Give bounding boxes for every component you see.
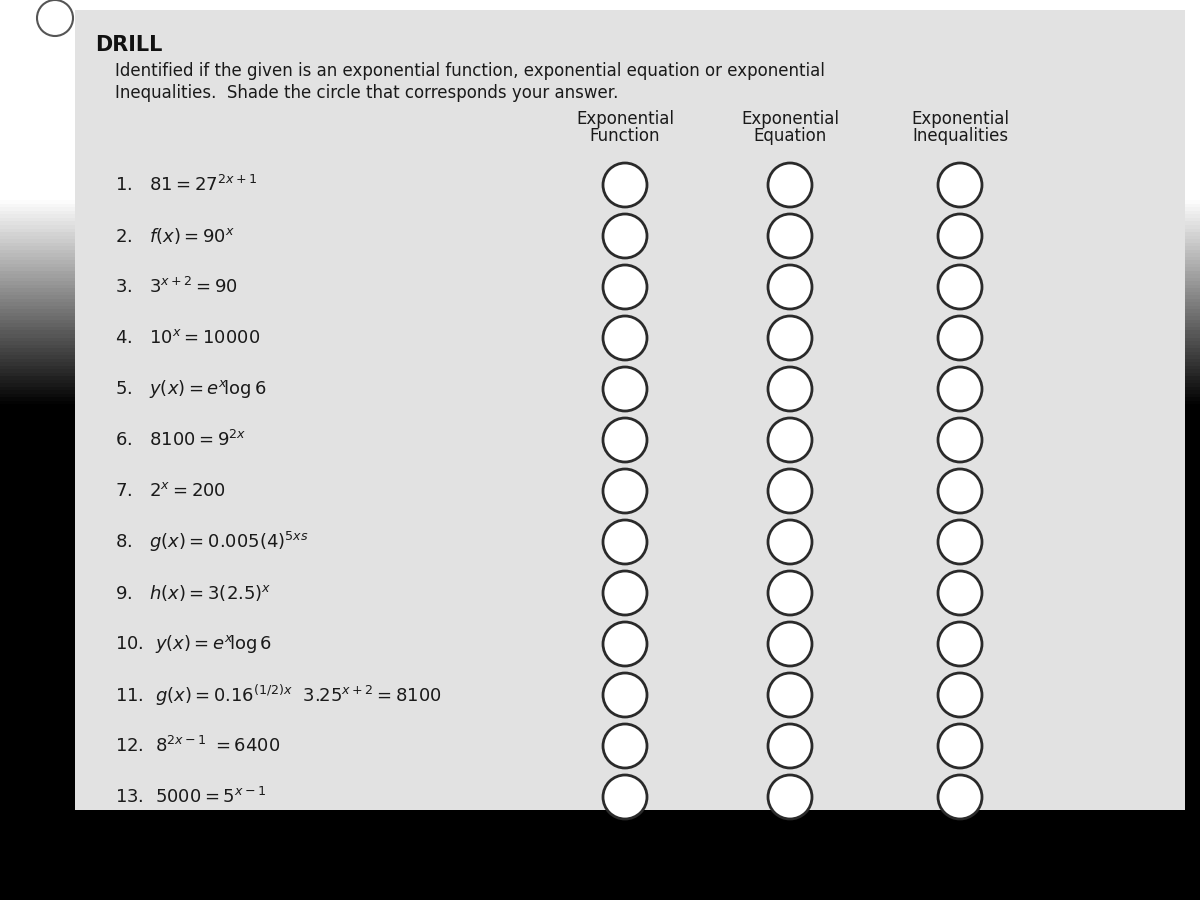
Text: DRILL: DRILL	[95, 35, 162, 55]
Ellipse shape	[604, 571, 647, 615]
Ellipse shape	[768, 214, 812, 258]
Ellipse shape	[604, 418, 647, 462]
Ellipse shape	[768, 775, 812, 819]
Ellipse shape	[938, 673, 982, 717]
Text: 12.  $8^{2x-1}$ $=6400$: 12. $8^{2x-1}$ $=6400$	[115, 736, 281, 756]
Text: 2.   $f(x) = 90^{x}$: 2. $f(x) = 90^{x}$	[115, 226, 235, 246]
Ellipse shape	[938, 214, 982, 258]
Ellipse shape	[768, 367, 812, 411]
Ellipse shape	[604, 622, 647, 666]
Text: 10.  $y(x) = e^{x}\!\log6$: 10. $y(x) = e^{x}\!\log6$	[115, 633, 272, 655]
Ellipse shape	[768, 724, 812, 768]
Ellipse shape	[604, 520, 647, 564]
Text: Exponential: Exponential	[742, 110, 839, 128]
Text: Exponential: Exponential	[576, 110, 674, 128]
Ellipse shape	[938, 724, 982, 768]
Ellipse shape	[938, 520, 982, 564]
Ellipse shape	[938, 775, 982, 819]
Text: 7.   $2^{x} = 200$: 7. $2^{x} = 200$	[115, 482, 226, 500]
Ellipse shape	[604, 673, 647, 717]
Text: 13.  $5000 = 5^{x-1}$: 13. $5000 = 5^{x-1}$	[115, 787, 266, 807]
Ellipse shape	[938, 418, 982, 462]
Ellipse shape	[768, 316, 812, 360]
Ellipse shape	[938, 571, 982, 615]
Text: 3.   $3^{x+2} = 90$: 3. $3^{x+2} = 90$	[115, 277, 238, 297]
Ellipse shape	[768, 265, 812, 309]
Ellipse shape	[768, 469, 812, 513]
Circle shape	[37, 0, 73, 36]
Ellipse shape	[604, 367, 647, 411]
Text: Inequalities.  Shade the circle that corresponds your answer.: Inequalities. Shade the circle that corr…	[115, 84, 618, 102]
Text: 9.   $h(x) = 3(2.5)^{x}$: 9. $h(x) = 3(2.5)^{x}$	[115, 583, 271, 603]
Ellipse shape	[604, 724, 647, 768]
Ellipse shape	[768, 622, 812, 666]
Text: 1.   $81 = 27^{2x+1}$: 1. $81 = 27^{2x+1}$	[115, 175, 257, 195]
Ellipse shape	[938, 316, 982, 360]
Ellipse shape	[768, 520, 812, 564]
Ellipse shape	[938, 367, 982, 411]
Text: Exponential: Exponential	[911, 110, 1009, 128]
Ellipse shape	[768, 571, 812, 615]
Text: Function: Function	[589, 127, 660, 145]
Text: 4.   $10^{x} = 10000$: 4. $10^{x} = 10000$	[115, 329, 260, 347]
Ellipse shape	[768, 163, 812, 207]
Ellipse shape	[604, 775, 647, 819]
Ellipse shape	[938, 622, 982, 666]
Ellipse shape	[768, 673, 812, 717]
Text: 5.   $y(x) = e^{x}\!\log6$: 5. $y(x) = e^{x}\!\log6$	[115, 378, 266, 400]
Ellipse shape	[768, 418, 812, 462]
Text: 8.   $g(x) = 0.005(4)^{5xs}$: 8. $g(x) = 0.005(4)^{5xs}$	[115, 530, 308, 554]
Text: Equation: Equation	[754, 127, 827, 145]
Ellipse shape	[938, 163, 982, 207]
Ellipse shape	[604, 214, 647, 258]
Ellipse shape	[604, 316, 647, 360]
Ellipse shape	[938, 265, 982, 309]
Ellipse shape	[604, 163, 647, 207]
Text: 6.   $8100 = 9^{2x}$: 6. $8100 = 9^{2x}$	[115, 430, 246, 450]
FancyBboxPatch shape	[74, 10, 1186, 810]
Ellipse shape	[938, 469, 982, 513]
Text: Identified if the given is an exponential function, exponential equation or expo: Identified if the given is an exponentia…	[115, 62, 824, 80]
Ellipse shape	[604, 469, 647, 513]
Text: Inequalities: Inequalities	[912, 127, 1008, 145]
Ellipse shape	[604, 265, 647, 309]
Text: 11.  $g(x) = 0.16^{(1/2)x}$  $3.25^{x+2} = 8100$: 11. $g(x) = 0.16^{(1/2)x}$ $3.25^{x+2} =…	[115, 682, 442, 707]
